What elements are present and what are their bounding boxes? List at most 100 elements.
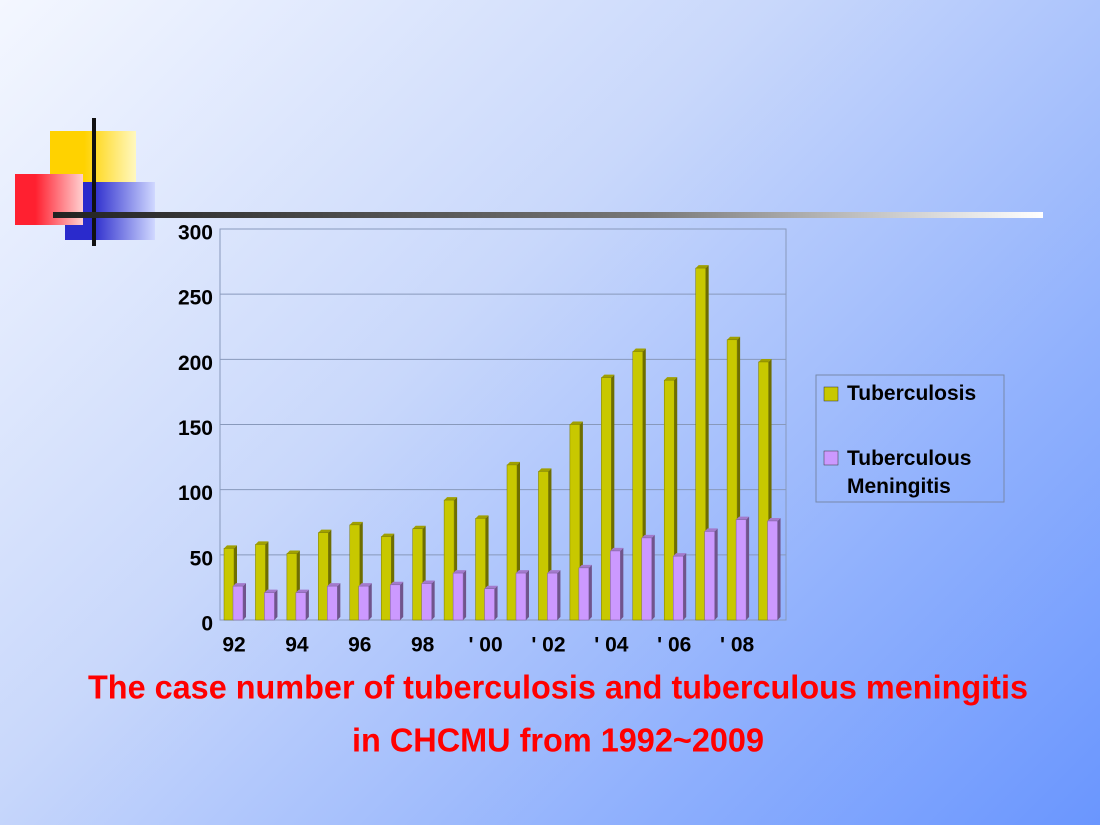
bar-top xyxy=(516,570,529,574)
bar-top xyxy=(569,421,583,425)
bar xyxy=(295,592,307,621)
bar-top xyxy=(453,570,467,574)
deco-line xyxy=(92,118,96,246)
bar-top xyxy=(767,517,781,521)
y-tick-label: 0 xyxy=(201,613,213,636)
bar-side xyxy=(588,564,592,620)
x-tick-label: 98 xyxy=(411,634,435,657)
bar xyxy=(506,464,518,621)
bar xyxy=(412,528,423,621)
x-tick-label: 92 xyxy=(222,634,245,657)
bar-side xyxy=(714,528,718,620)
bar-side xyxy=(305,589,309,620)
y-tick-label: 250 xyxy=(178,287,213,310)
bar xyxy=(704,531,715,621)
bar-side xyxy=(337,583,341,620)
bar xyxy=(735,519,747,621)
bar xyxy=(443,499,455,621)
bar-side xyxy=(274,589,278,620)
y-tick-label: 200 xyxy=(178,352,213,375)
bar-side xyxy=(368,583,372,620)
chart-title: in CHCMU from 1992~2009 xyxy=(352,722,764,759)
bar-side xyxy=(620,547,624,620)
bar-top xyxy=(664,377,678,381)
legend-label: Tuberculosis xyxy=(847,382,977,405)
chart-title: The case number of tuberculosis and tube… xyxy=(88,669,1028,706)
x-tick-label: ' 06 xyxy=(657,634,691,657)
bar xyxy=(758,361,769,621)
bar xyxy=(452,572,464,621)
bar-top xyxy=(673,553,687,557)
x-tick-label: ' 08 xyxy=(720,634,755,657)
bar-side xyxy=(557,570,561,620)
bar-top xyxy=(264,589,278,593)
bar xyxy=(641,537,653,621)
bar-top xyxy=(736,516,750,520)
bar xyxy=(538,471,549,621)
legend-box xyxy=(815,374,1005,503)
bar xyxy=(695,267,706,621)
bar-top xyxy=(601,374,615,378)
bar-top xyxy=(610,547,624,551)
bar-top xyxy=(484,585,498,589)
bar xyxy=(672,555,684,621)
bar xyxy=(547,572,558,621)
bar-top xyxy=(704,528,718,532)
bar xyxy=(569,424,581,621)
bar-side xyxy=(526,570,529,620)
bar-side xyxy=(494,585,498,620)
bar xyxy=(358,585,370,621)
bar-side xyxy=(463,570,467,620)
bar xyxy=(389,584,401,621)
bar-top xyxy=(327,583,341,587)
bar-top xyxy=(538,468,552,472)
bar-top xyxy=(412,525,426,529)
bar xyxy=(264,592,275,621)
bar-top xyxy=(390,581,404,585)
bar xyxy=(475,518,486,621)
x-tick-label: ' 00 xyxy=(468,634,502,657)
bar xyxy=(327,585,338,621)
y-tick-label: 50 xyxy=(190,547,213,570)
x-tick-label: ' 04 xyxy=(594,634,629,657)
bar-top xyxy=(421,580,435,584)
bar xyxy=(578,567,590,621)
bar-top xyxy=(233,583,246,587)
bar xyxy=(223,548,235,621)
bar-top xyxy=(224,545,237,549)
x-tick-label: ' 02 xyxy=(531,634,565,657)
legend-swatch xyxy=(823,386,839,402)
bar-top xyxy=(358,583,372,587)
bar-side xyxy=(746,516,750,620)
bar xyxy=(349,524,361,621)
y-tick-label: 150 xyxy=(178,417,213,440)
bar-top xyxy=(381,533,395,537)
bar-top xyxy=(727,336,741,340)
bar-side xyxy=(777,517,781,620)
bar xyxy=(255,544,266,621)
bar-top xyxy=(318,529,332,533)
deco-rule xyxy=(53,212,1043,218)
bar xyxy=(286,553,298,621)
bar xyxy=(484,588,495,621)
bar-top xyxy=(349,521,363,525)
y-tick-label: 100 xyxy=(178,482,213,505)
bar xyxy=(380,536,392,621)
bar xyxy=(601,377,612,621)
bar-top xyxy=(758,358,772,362)
bar-top xyxy=(286,550,300,554)
bar-side xyxy=(651,534,655,620)
bar-top xyxy=(641,534,655,538)
bar xyxy=(421,583,432,621)
bar-side xyxy=(243,583,246,620)
x-tick-label: 96 xyxy=(348,634,371,657)
bar-top xyxy=(255,541,269,545)
bar xyxy=(232,585,244,621)
bar xyxy=(767,520,778,621)
legend-label: Tuberculous Meningitis xyxy=(847,447,972,498)
bar-top xyxy=(578,564,592,568)
bar xyxy=(726,339,738,621)
bar-side xyxy=(400,581,404,620)
